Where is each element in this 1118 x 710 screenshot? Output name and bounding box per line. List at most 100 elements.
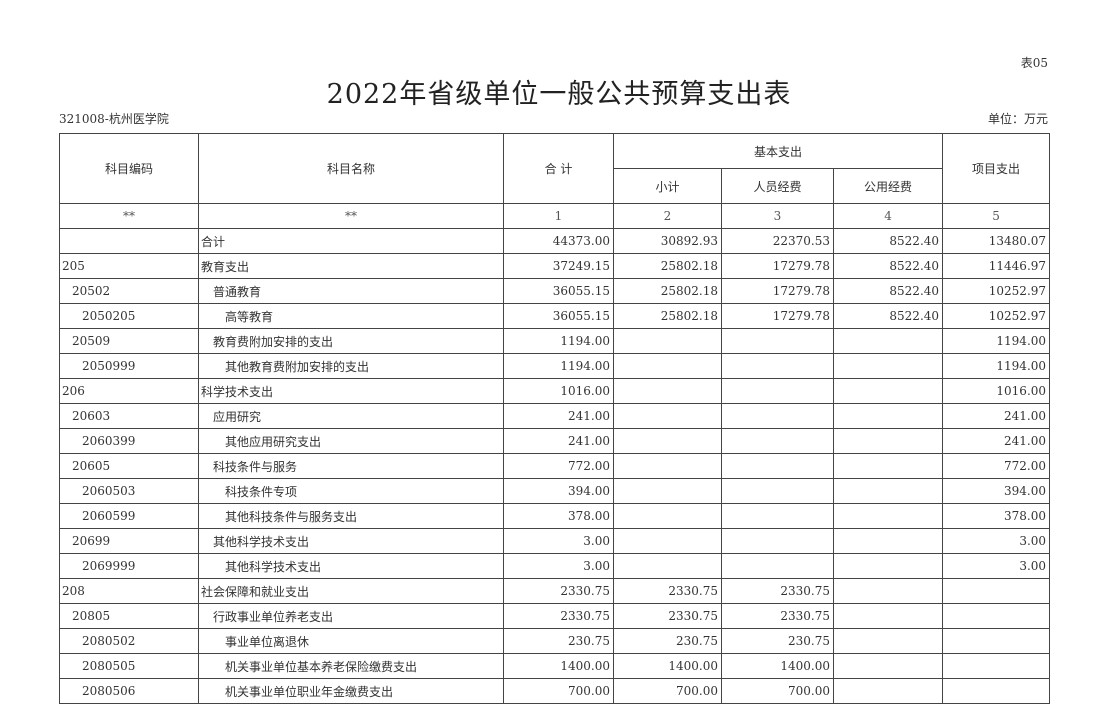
subtotal-cell: 2330.75 <box>613 578 722 604</box>
total-cell: 378.00 <box>503 503 614 529</box>
personnel-cell: 700.00 <box>721 678 834 704</box>
project-cell: 10252.97 <box>942 278 1051 304</box>
code-cell <box>59 228 199 254</box>
project-cell: 1016.00 <box>942 378 1051 404</box>
total-cell: 1016.00 <box>503 378 614 404</box>
table-row: 20805 行政事业单位养老支出 2330.75 2330.75 2330.75 <box>59 603 1051 629</box>
header-personnel: 人员经费 <box>721 168 834 204</box>
public-cell <box>832 553 944 579</box>
total-cell: 44373.00 <box>503 228 614 254</box>
name-cell: 事业单位离退休 <box>198 628 504 654</box>
public-cell: 8522.40 <box>832 303 944 329</box>
subtotal-cell: 1400.00 <box>613 653 722 679</box>
project-cell <box>942 603 1051 629</box>
header-public: 公用经费 <box>832 168 944 204</box>
subtotal-cell: 25802.18 <box>613 278 722 304</box>
project-cell: 13480.07 <box>942 228 1051 254</box>
public-cell <box>832 378 944 404</box>
table-row: 2080505 机关事业单位基本养老保险缴费支出 1400.00 1400.00 140… <box>59 653 1051 679</box>
unit-label: 单位：万元 <box>987 112 1048 126</box>
name-cell: 教育支出 <box>198 253 504 279</box>
personnel-cell <box>721 528 834 554</box>
total-cell: 36055.15 <box>503 303 614 329</box>
project-cell: 1194.00 <box>942 353 1051 379</box>
name-cell: 应用研究 <box>198 403 504 429</box>
subtotal-cell <box>613 528 722 554</box>
public-cell: 8522.40 <box>832 228 944 254</box>
table-row: 20603 应用研究 241.00 241.00 <box>59 403 1051 429</box>
total-cell: 3.00 <box>503 553 614 579</box>
subtotal-cell: 700.00 <box>613 678 722 704</box>
code-cell: 20509 <box>59 328 199 354</box>
index-cell: 1 <box>503 203 614 229</box>
code-cell: 206 <box>59 378 199 404</box>
header-total: 合 计 <box>503 133 614 204</box>
project-cell <box>942 653 1051 679</box>
subtotal-cell <box>613 428 722 454</box>
public-cell <box>832 578 944 604</box>
public-cell <box>832 353 944 379</box>
table-row: 20605 科技条件与服务 772.00 772.00 <box>59 453 1051 479</box>
public-cell <box>832 628 944 654</box>
index-row: ** ** 1 2 3 4 5 <box>59 203 1051 229</box>
name-cell: 机关事业单位基本养老保险缴费支出 <box>198 653 504 679</box>
index-cell: 5 <box>942 203 1051 229</box>
header-name: 科目名称 <box>198 133 504 204</box>
total-cell: 37249.15 <box>503 253 614 279</box>
index-cell: ** <box>198 203 504 229</box>
header-project: 项目支出 <box>942 133 1051 204</box>
header-subtotal: 小计 <box>613 168 722 204</box>
public-cell <box>832 428 944 454</box>
total-cell: 36055.15 <box>503 278 614 304</box>
subtotal-cell: 25802.18 <box>613 303 722 329</box>
total-cell: 2330.75 <box>503 578 614 604</box>
total-cell: 241.00 <box>503 403 614 429</box>
name-cell: 社会保障和就业支出 <box>198 578 504 604</box>
code-cell: 2080505 <box>59 653 199 679</box>
project-cell: 772.00 <box>942 453 1051 479</box>
table-row: 2060503 科技条件专项 394.00 394.00 <box>59 478 1051 504</box>
public-cell <box>832 453 944 479</box>
project-cell: 378.00 <box>942 503 1051 529</box>
name-cell: 行政事业单位养老支出 <box>198 603 504 629</box>
total-cell: 241.00 <box>503 428 614 454</box>
table-row: 2050205 高等教育 36055.15 25802.18 17279.78 8522.… <box>59 303 1051 329</box>
project-cell <box>942 678 1051 704</box>
code-cell: 2050999 <box>59 353 199 379</box>
personnel-cell <box>721 353 834 379</box>
project-cell: 241.00 <box>942 403 1051 429</box>
subtotal-cell: 30892.93 <box>613 228 722 254</box>
project-cell <box>942 578 1051 604</box>
personnel-cell: 2330.75 <box>721 603 834 629</box>
table-row: 2050999 其他教育费附加安排的支出 1194.00 1194.00 <box>59 353 1051 379</box>
code-cell: 208 <box>59 578 199 604</box>
subtotal-cell <box>613 328 722 354</box>
public-cell <box>832 528 944 554</box>
public-cell <box>832 603 944 629</box>
public-cell <box>832 328 944 354</box>
personnel-cell: 17279.78 <box>721 253 834 279</box>
code-cell: 205 <box>59 253 199 279</box>
code-cell: 2060599 <box>59 503 199 529</box>
name-cell: 科学技术支出 <box>198 378 504 404</box>
personnel-cell: 22370.53 <box>721 228 834 254</box>
personnel-cell: 2330.75 <box>721 578 834 604</box>
public-cell: 8522.40 <box>832 253 944 279</box>
header-basic: 基本支出 <box>612 133 944 169</box>
project-cell: 3.00 <box>942 553 1051 579</box>
subtotal-cell <box>613 478 722 504</box>
name-cell: 其他教育费附加安排的支出 <box>198 353 504 379</box>
table-row: 合计 44373.00 30892.93 22370.53 8522.40 13480.0… <box>59 228 1051 254</box>
table-row: 206 科学技术支出 1016.00 1016.00 <box>59 378 1051 404</box>
name-cell: 高等教育 <box>198 303 504 329</box>
name-cell: 其他科学技术支出 <box>198 553 504 579</box>
total-cell: 394.00 <box>503 478 614 504</box>
project-cell: 241.00 <box>942 428 1051 454</box>
project-cell: 3.00 <box>942 528 1051 554</box>
personnel-cell: 17279.78 <box>721 303 834 329</box>
code-cell: 2080506 <box>59 678 199 704</box>
page-title: 2022年省级单位一般公共预算支出表 <box>326 79 792 110</box>
code-cell: 2060399 <box>59 428 199 454</box>
total-cell: 1400.00 <box>503 653 614 679</box>
table-row: 205 教育支出 37249.15 25802.18 17279.78 8522.40 11… <box>59 253 1051 279</box>
